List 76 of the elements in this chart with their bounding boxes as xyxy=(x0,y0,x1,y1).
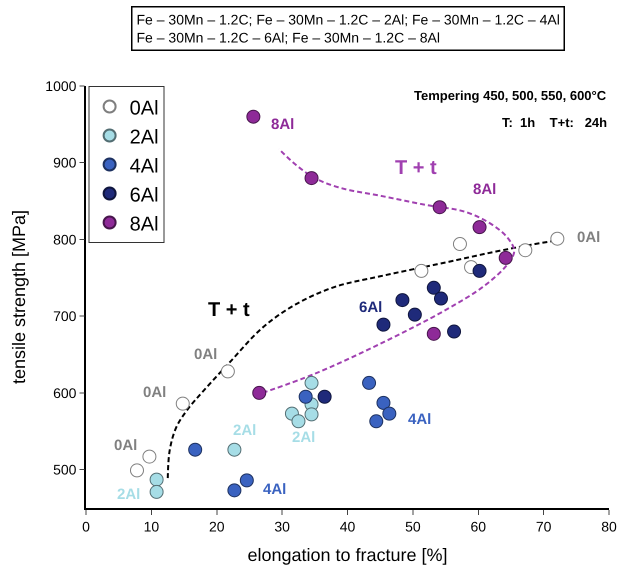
annotation: T: 1h T+t: 24h xyxy=(502,115,608,130)
point xyxy=(142,450,156,464)
annotation: 2Al xyxy=(117,486,140,503)
x-tick-label: 20 xyxy=(208,518,225,535)
legend-label: 0Al xyxy=(130,97,159,120)
x-tick-label: 80 xyxy=(601,518,617,535)
legend-label: 2Al xyxy=(130,126,159,148)
y-tick-label: 600 xyxy=(53,384,77,401)
point xyxy=(227,442,242,457)
point xyxy=(408,308,422,322)
point xyxy=(291,414,306,428)
y-tick-label: 800 xyxy=(53,231,77,248)
x-tick-label: 60 xyxy=(470,518,486,535)
annotation: 0Al xyxy=(577,229,600,246)
point xyxy=(252,386,266,400)
annotation: T + t xyxy=(395,157,438,179)
point xyxy=(369,414,384,428)
x-tick-label: 0 xyxy=(82,518,90,535)
point xyxy=(176,396,190,411)
annotation: 8Al xyxy=(473,181,496,198)
annotation: 2Al xyxy=(233,422,256,439)
point xyxy=(376,318,390,332)
annotation: 8Al xyxy=(271,116,294,133)
annotation: 4Al xyxy=(408,411,432,428)
y-tick-label: 700 xyxy=(53,308,77,324)
point xyxy=(304,376,319,390)
chart-title: Fe – 30Mn – 1.2C; Fe – 30Mn – 1.2C – 2Al; Fe – 30Mn – 1.2C – 4Al Fe – 30Mn – 1.2C – 6Al; Fe – 30Mn – 1.2C – 8Al xyxy=(136,12,560,46)
annotation: 0Al xyxy=(114,437,138,454)
point xyxy=(472,220,487,234)
point xyxy=(426,280,441,295)
y-tick-label: 900 xyxy=(53,154,77,171)
point xyxy=(434,292,448,306)
x-tick-label: 40 xyxy=(340,518,356,535)
annotation: 0Al xyxy=(143,384,166,401)
legend-label: 6Al xyxy=(130,184,159,206)
point xyxy=(362,376,376,390)
point xyxy=(550,232,564,246)
annotation: Tempering 450, 500, 550, 600°C xyxy=(414,88,607,103)
x-tick-label: 30 xyxy=(274,518,290,535)
legend-label: 8Al xyxy=(130,213,159,236)
point xyxy=(227,483,242,498)
point xyxy=(518,243,532,258)
x-tick-label: 50 xyxy=(405,518,421,535)
annotation: 4Al xyxy=(263,481,286,498)
point xyxy=(498,250,513,265)
point xyxy=(472,264,487,278)
point xyxy=(246,110,260,124)
annotation: 6Al xyxy=(359,299,382,316)
x-axis-title: elongation to fracture [%] xyxy=(247,545,448,566)
point xyxy=(304,407,319,422)
point xyxy=(432,200,447,214)
y-axis-title: tensile strength [MPa] xyxy=(8,210,29,384)
point xyxy=(447,324,462,339)
annotation: T + t xyxy=(208,299,250,321)
x-tick-label: 70 xyxy=(536,518,552,535)
legend-label: 4Al xyxy=(130,155,159,178)
point xyxy=(298,390,313,404)
point xyxy=(220,364,235,378)
point xyxy=(150,484,164,499)
point xyxy=(150,472,164,487)
y-tick-label: 500 xyxy=(53,462,77,478)
y-tick-label: 1000 xyxy=(45,78,77,94)
x-tick-label: 10 xyxy=(144,518,160,535)
point xyxy=(240,473,254,488)
point xyxy=(304,171,319,186)
point xyxy=(414,264,428,278)
annotation: 0Al xyxy=(194,346,218,363)
point xyxy=(130,463,144,478)
point xyxy=(376,396,390,410)
point xyxy=(452,237,467,252)
point xyxy=(426,326,441,341)
point xyxy=(395,293,410,308)
point xyxy=(382,406,396,421)
annotation: 2Al xyxy=(292,429,316,446)
point xyxy=(318,390,332,404)
point xyxy=(188,442,202,457)
